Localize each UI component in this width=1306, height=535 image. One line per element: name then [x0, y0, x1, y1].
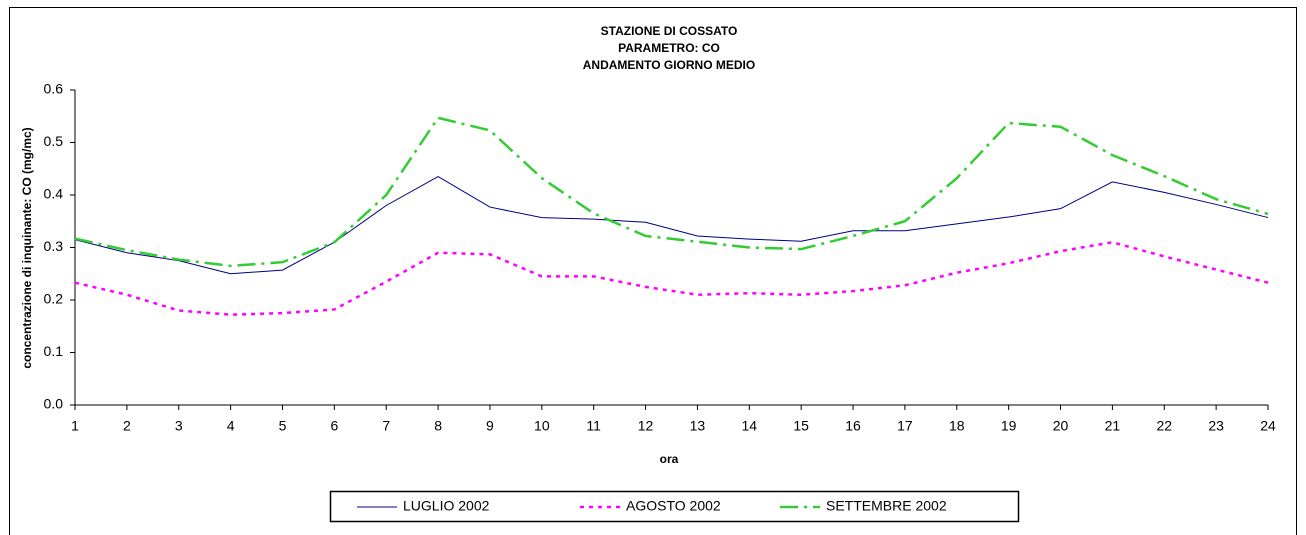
chart-title: STAZIONE DI COSSATO [601, 24, 738, 38]
chart-border [9, 7, 1297, 535]
x-tick-label: 5 [279, 418, 287, 434]
x-tick-label: 3 [175, 418, 183, 434]
x-tick-label: 1 [71, 418, 79, 434]
x-tick-label: 4 [227, 418, 235, 434]
x-tick-label: 17 [897, 418, 913, 434]
x-tick-label: 7 [382, 418, 390, 434]
legend-label: SETTEMBRE 2002 [826, 498, 947, 514]
x-tick-label: 14 [742, 418, 758, 434]
x-tick-label: 15 [793, 418, 809, 434]
y-tick-label: 0.5 [44, 133, 64, 149]
x-tick-label: 6 [330, 418, 338, 434]
y-tick-label: 0.2 [44, 291, 64, 307]
legend-box [329, 490, 1020, 523]
chart-title: PARAMETRO: CO [618, 41, 720, 55]
x-axis-label: ora [660, 452, 679, 466]
x-tick-label: 10 [534, 418, 550, 434]
x-tick-label: 20 [1053, 418, 1069, 434]
x-tick-label: 21 [1105, 418, 1121, 434]
x-tick-label: 13 [690, 418, 706, 434]
y-tick-label: 0.1 [44, 343, 64, 359]
x-tick-label: 19 [1001, 418, 1017, 434]
x-tick-label: 9 [486, 418, 494, 434]
x-tick-label: 16 [845, 418, 861, 434]
x-tick-label: 24 [1260, 418, 1276, 434]
chart-title: ANDAMENTO GIORNO MEDIO [583, 58, 755, 72]
y-axis-label: concentrazione di inquinante: CO (mg/mc) [20, 127, 34, 368]
y-tick-label: 0.6 [44, 81, 64, 97]
x-tick-label: 12 [638, 418, 654, 434]
x-tick-label: 11 [586, 418, 601, 434]
x-tick-label: 2 [123, 418, 131, 434]
x-tick-label: 23 [1208, 418, 1224, 434]
series-line [74, 176, 1269, 275]
x-tick-label: 22 [1156, 418, 1172, 434]
x-tick-label: 18 [949, 418, 965, 434]
y-tick-label: 0.3 [44, 238, 64, 254]
series-line [74, 240, 1269, 316]
legend-label: AGOSTO 2002 [626, 498, 721, 514]
y-tick-label: 0.4 [44, 186, 64, 202]
x-tick-label: 8 [434, 418, 442, 434]
legend-label: LUGLIO 2002 [403, 498, 490, 514]
series-line [74, 116, 1269, 268]
y-tick-label: 0.0 [44, 396, 64, 412]
